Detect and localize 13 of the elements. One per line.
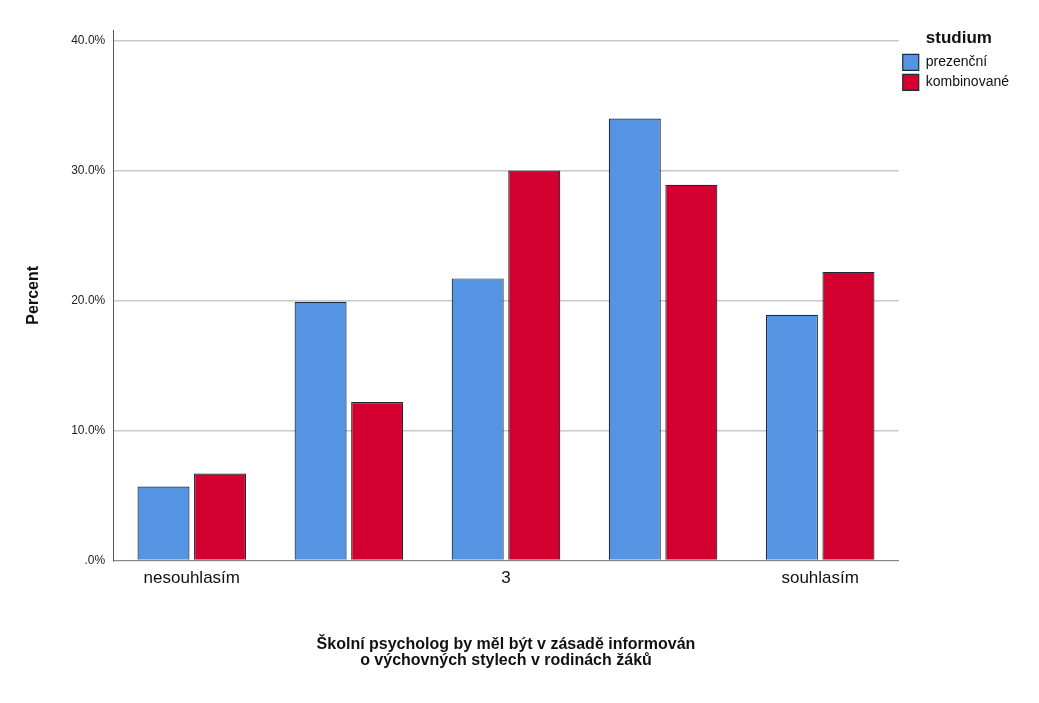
y-axis-title: Percent (24, 265, 42, 325)
legend-label: prezenční (925, 53, 988, 70)
x-tick-label: nesouhlasím (143, 568, 240, 588)
y-tick-label: 40.0% (71, 32, 106, 47)
y-tick-label: 10.0% (71, 422, 106, 437)
legend-title: studium (925, 28, 992, 48)
x-tick-label: 3 (501, 568, 511, 588)
x-tick-label: souhlasím (781, 568, 859, 588)
y-tick-label: 30.0% (71, 162, 106, 177)
y-tick-label: 20.0% (71, 292, 106, 307)
y-tick-label: .0% (84, 552, 106, 567)
x-axis-title: Školní psycholog by měl být v zásadě informován o výchovných stylech v rodinách žáků (316, 634, 696, 669)
legend-label: kombinované (925, 73, 1010, 90)
